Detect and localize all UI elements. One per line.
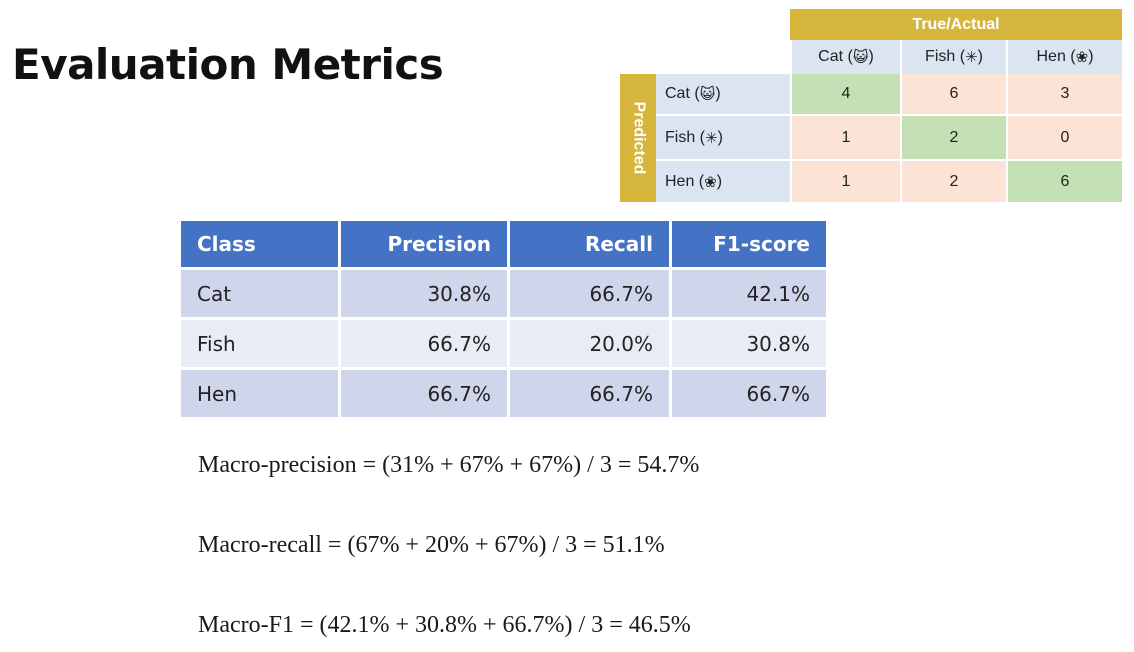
column-header: Precision [341, 221, 510, 267]
table-cell: 66.7% [341, 367, 510, 417]
table-row: Fish 66.7% 20.0% 30.8% [181, 317, 826, 367]
row-header-hen: Hen (❀) [656, 159, 790, 202]
fish-icon: ✳ [965, 48, 978, 66]
table-cell: 30.8% [672, 317, 826, 367]
table-cell: 66.7% [341, 317, 510, 367]
table-cell: 66.7% [510, 367, 672, 417]
table-row: Hen 66.7% 66.7% 66.7% [181, 367, 826, 417]
table-cell: Hen [181, 367, 341, 417]
table-cell: 30.8% [341, 267, 510, 317]
macro-f1-formula: Macro-F1 = (42.1% + 30.8% + 66.7%) / 3 =… [198, 612, 691, 638]
table-cell: Fish [181, 317, 341, 367]
table-row: Cat 30.8% 66.7% 42.1% [181, 267, 826, 317]
column-header: Class [181, 221, 341, 267]
matrix-cell: 1 [790, 159, 900, 202]
table-cell: 20.0% [510, 317, 672, 367]
page-title: Evaluation Metrics [12, 40, 444, 89]
table-cell: 42.1% [672, 267, 826, 317]
macro-precision-formula: Macro-precision = (31% + 67% + 67%) / 3 … [198, 452, 700, 478]
table-cell: Cat [181, 267, 341, 317]
metrics-table: Class Precision Recall F1-score Cat 30.8… [181, 221, 826, 417]
table-cell: 66.7% [510, 267, 672, 317]
column-header-fish: Fish (✳) [900, 40, 1006, 74]
column-header: F1-score [672, 221, 826, 267]
matrix-cell: 4 [790, 74, 900, 114]
hen-icon: ❀ [1075, 48, 1089, 66]
cat-face-icon: 😺 [852, 48, 869, 66]
matrix-cell: 0 [1006, 114, 1122, 159]
macro-recall-formula: Macro-recall = (67% + 20% + 67%) / 3 = 5… [198, 532, 665, 558]
true-actual-header: True/Actual [790, 9, 1122, 40]
matrix-cell: 2 [900, 159, 1006, 202]
table-header-row: Class Precision Recall F1-score [181, 221, 826, 267]
cat-face-icon: 😺 [699, 85, 716, 103]
row-header-fish: Fish (✳) [656, 114, 790, 159]
table-cell: 66.7% [672, 367, 826, 417]
matrix-cell: 6 [900, 74, 1006, 114]
matrix-cell: 6 [1006, 159, 1122, 202]
predicted-label: Predicted [620, 74, 656, 202]
fish-icon: ✳ [705, 128, 718, 147]
column-header: Recall [510, 221, 672, 267]
matrix-cell: 2 [900, 114, 1006, 159]
hen-icon: ❀ [704, 172, 717, 191]
column-header-cat: Cat (😺) [790, 40, 900, 74]
matrix-cell: 3 [1006, 74, 1122, 114]
row-header-cat: Cat (😺) [656, 74, 790, 114]
matrix-cell: 1 [790, 114, 900, 159]
column-header-hen: Hen (❀) [1006, 40, 1122, 74]
